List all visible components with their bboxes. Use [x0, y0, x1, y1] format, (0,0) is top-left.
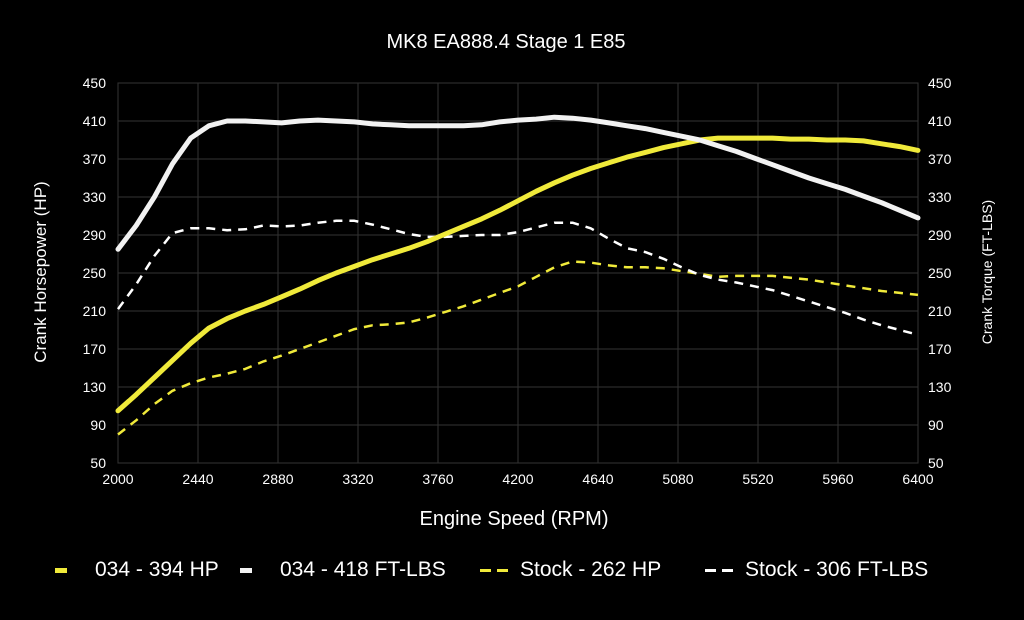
legend-item: Stock - 306 FT-LBS — [705, 558, 928, 582]
x-tick-label: 3760 — [422, 471, 453, 487]
legend-label: 034 - 418 FT-LBS — [280, 558, 446, 581]
y2-tick-label: 370 — [928, 151, 952, 167]
y-tick-label: 130 — [83, 379, 107, 395]
legend-swatch — [55, 563, 85, 577]
y-tick-label: 330 — [83, 189, 107, 205]
y2-tick-label: 290 — [928, 227, 952, 243]
x-tick-label: 4200 — [502, 471, 533, 487]
y2-tick-label: 50 — [928, 455, 944, 471]
legend-item: 034 - 418 FT-LBS — [240, 558, 446, 582]
series-line-3 — [116, 219, 919, 337]
y2-tick-label: 330 — [928, 189, 952, 205]
legend-swatch — [480, 563, 510, 577]
series-line-2 — [117, 260, 919, 436]
series-lines — [115, 114, 921, 436]
legend-label: 034 - 394 HP — [95, 558, 219, 581]
y-tick-label: 450 — [83, 75, 107, 91]
legend: 034 - 394 HP 034 - 418 FT-LBS Stock - 262 … — [0, 558, 1024, 598]
x-tick-label: 6400 — [902, 471, 933, 487]
y2-tick-label: 250 — [928, 265, 952, 281]
legend-label: Stock - 306 FT-LBS — [745, 558, 929, 581]
grid — [117, 82, 919, 464]
chart-title: MK8 EA888.4 Stage 1 E85 — [386, 31, 625, 53]
tick-labels: 50 50 90 90 130 130 170 170 210 210 250 250 290 290 33… — [83, 75, 952, 487]
y-tick-label: 290 — [83, 227, 107, 243]
y-tick-label: 250 — [83, 265, 107, 281]
legend-swatch — [240, 563, 270, 577]
legend-item: 034 - 394 HP — [55, 558, 219, 582]
chart: MK8 EA888.4 Stage 1 E85 50 50 90 90 130 130 17… — [31, 31, 995, 530]
x-tick-label: 5080 — [662, 471, 693, 487]
x-tick-label: 5960 — [822, 471, 853, 487]
series-line-0 — [115, 135, 921, 414]
y-tick-label: 170 — [83, 341, 107, 357]
x-tick-label: 2000 — [102, 471, 133, 487]
y-tick-label: 410 — [83, 113, 107, 129]
y2-tick-label: 170 — [928, 341, 952, 357]
y2-tick-label: 450 — [928, 75, 952, 91]
y2-tick-label: 410 — [928, 113, 952, 129]
x-tick-label: 3320 — [342, 471, 373, 487]
legend-item: Stock - 262 HP — [480, 558, 661, 582]
y-tick-label: 50 — [90, 455, 106, 471]
series-line-1 — [115, 114, 921, 252]
y-tick-label: 370 — [83, 151, 107, 167]
y2-tick-label: 210 — [928, 303, 952, 319]
y-tick-label: 210 — [83, 303, 107, 319]
y2-tick-label: 90 — [928, 417, 944, 433]
x-tick-label: 2880 — [262, 471, 293, 487]
legend-swatch — [705, 563, 735, 577]
x-tick-label: 2440 — [182, 471, 213, 487]
legend-label: Stock - 262 HP — [520, 558, 662, 581]
x-axis-label: Engine Speed (RPM) — [420, 508, 609, 530]
y-tick-label: 90 — [90, 417, 106, 433]
y2-tick-label: 130 — [928, 379, 952, 395]
y2-axis-label: Crank Torque (FT-LBS) — [979, 200, 995, 344]
x-tick-label: 4640 — [582, 471, 613, 487]
y-axis-label: Crank Horsepower (HP) — [31, 181, 50, 362]
x-tick-label: 5520 — [742, 471, 773, 487]
